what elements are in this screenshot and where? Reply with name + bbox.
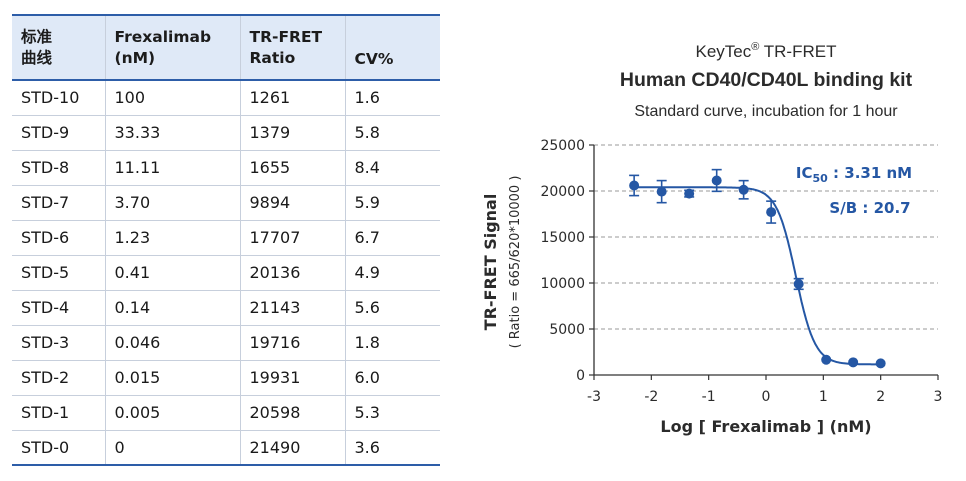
header-concentration: Frexalimab (nM) [105,14,241,81]
chart-brand-title: KeyTec® TR-FRET [696,41,837,61]
std-cell: STD-0 [12,430,106,466]
cv-cell: 4.9 [345,255,440,291]
std-cell: STD-3 [12,325,106,361]
cv-cell: 1.6 [345,80,440,116]
concentration-cell: 1.23 [105,220,241,256]
table-row: STD-10 100 1261 1.6 [12,80,440,116]
table-row: STD-3 0.046 19716 1.8 [12,325,440,361]
table-row: STD-6 1.23 17707 6.7 [12,220,440,256]
y-tick-label: 15000 [540,230,585,246]
table-row: STD-4 0.14 21143 5.6 [12,290,440,326]
concentration-cell: 0.005 [105,395,241,431]
table-row: STD-1 0.005 20598 5.3 [12,395,440,431]
y-tick-label: 10000 [540,276,585,292]
x-tick-label: 0 [762,389,771,405]
chart-subtitle: Standard curve, incubation for 1 hour [634,103,898,120]
concentration-cell: 33.33 [105,115,241,151]
std-cell: STD-9 [12,115,106,151]
concentration-cell: 0.14 [105,290,241,326]
cv-cell: 5.9 [345,185,440,221]
data-point [656,186,667,197]
ratio-cell: 1379 [240,115,346,151]
cv-cell: 5.8 [345,115,440,151]
ratio-cell: 9894 [240,185,346,221]
y-tick-label: 25000 [540,138,585,154]
cv-cell: 1.8 [345,325,440,361]
x-tick-label: 2 [876,389,885,405]
header-cv: CV% [345,14,440,81]
x-axis-label: Log [ Frexalimab ] (nM) [660,417,871,436]
ic50-annotation: IC50 : 3.31 nM [796,164,912,185]
concentration-cell: 0.015 [105,360,241,396]
x-tick-label: -2 [644,389,658,405]
std-cell: STD-5 [12,255,106,291]
data-point [821,354,832,365]
std-cell: STD-10 [12,80,106,116]
table-row: STD-9 33.33 1379 5.8 [12,115,440,151]
concentration-cell: 0 [105,430,241,466]
sb-annotation: S/B : 20.7 [829,199,910,217]
concentration-cell: 11.11 [105,150,241,186]
cv-cell: 6.0 [345,360,440,396]
fit-curve [634,186,881,366]
cv-cell: 5.3 [345,395,440,431]
std-cell: STD-1 [12,395,106,431]
data-point [629,180,640,191]
std-cell: STD-6 [12,220,106,256]
concentration-cell: 3.70 [105,185,241,221]
ratio-cell: 17707 [240,220,346,256]
std-cell: STD-7 [12,185,106,221]
y-tick-label: 0 [576,368,585,384]
cv-cell: 5.6 [345,290,440,326]
header-ratio: TR-FRET Ratio [240,14,346,81]
data-point [766,207,777,218]
concentration-cell: 0.046 [105,325,241,361]
table-row: STD-2 0.015 19931 6.0 [12,360,440,396]
concentration-cell: 100 [105,80,241,116]
ratio-cell: 1261 [240,80,346,116]
x-tick-label: 1 [819,389,828,405]
ratio-cell: 19716 [240,325,346,361]
chart-title: Human CD40/CD40L binding kit [620,69,913,91]
y-tick-label: 5000 [549,322,585,338]
data-point [793,278,804,289]
y-axis-label: TR-FRET Signal [481,194,500,331]
data-point [875,358,886,369]
data-point [738,184,749,195]
ratio-cell: 21143 [240,290,346,326]
x-tick-label: 3 [934,389,943,405]
std-cell: STD-4 [12,290,106,326]
y-tick-label: 20000 [540,184,585,200]
ratio-cell: 1655 [240,150,346,186]
data-point [684,188,695,199]
table-header-row: 标准 曲线 Frexalimab (nM) TR-FRET Ratio CV% [12,14,440,81]
std-cell: STD-8 [12,150,106,186]
table-row: STD-5 0.41 20136 4.9 [12,255,440,291]
header-standard-curve: 标准 曲线 [12,14,106,81]
concentration-cell: 0.41 [105,255,241,291]
std-cell: STD-2 [12,360,106,396]
cv-cell: 3.6 [345,430,440,466]
ratio-cell: 20136 [240,255,346,291]
standard-curve-table: 标准 曲线 Frexalimab (nM) TR-FRET Ratio CV% … [12,14,440,466]
table-row: STD-8 11.11 1655 8.4 [12,150,440,186]
cv-cell: 6.7 [345,220,440,256]
cv-cell: 8.4 [345,150,440,186]
x-tick-label: -1 [702,389,716,405]
data-point [711,175,722,186]
table-body: STD-10 100 1261 1.6 STD-9 33.33 1379 5.8 STD-8 11… [12,80,440,466]
x-tick-label: -3 [587,389,601,405]
table-row: STD-7 3.70 9894 5.9 [12,185,440,221]
ratio-cell: 20598 [240,395,346,431]
data-point [848,357,859,368]
ratio-cell: 21490 [240,430,346,466]
table-row: STD-0 0 21490 3.6 [12,430,440,466]
y-axis-sublabel: ( Ratio = 665/620*10000 ) [508,176,523,349]
ratio-cell: 19931 [240,360,346,396]
